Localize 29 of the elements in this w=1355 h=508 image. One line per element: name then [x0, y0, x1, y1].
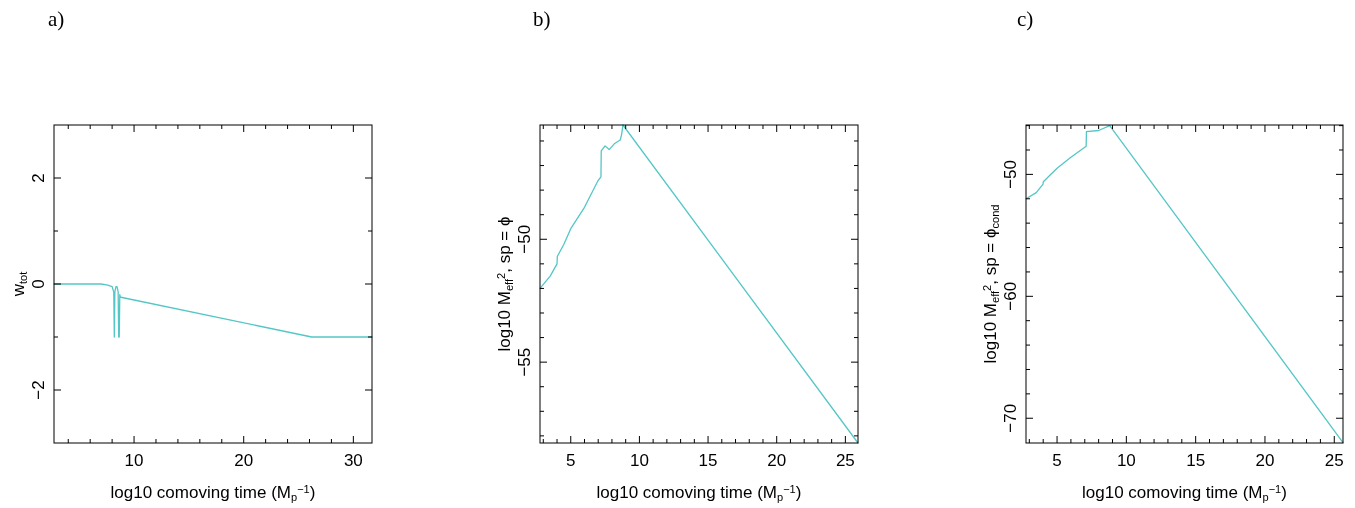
x-tick-label: 10: [629, 451, 649, 470]
x-axis-title: log10 comoving time (M$_{p}$$^{−1}$): [596, 483, 802, 504]
x-tick-label: 10: [1116, 451, 1136, 470]
chart-title: b): [533, 7, 551, 31]
x-tick-label: 5: [1052, 451, 1062, 470]
chart-title: a): [48, 7, 65, 31]
y-tick-label: −60: [1001, 281, 1020, 311]
line-series: [1025, 124, 1344, 444]
x-tick-label: 5: [566, 451, 576, 470]
chart-title: c): [1017, 7, 1034, 31]
x-tick-label: 15: [698, 451, 718, 470]
x-axis-title: log10 comoving time (M$_{p}$$^{−1}$): [110, 483, 316, 504]
y-tick-label: 0: [29, 279, 48, 289]
line-series: [539, 124, 859, 444]
x-tick-label: 15: [1186, 451, 1206, 470]
x-axis-title: log10 comoving time (M$_{p}$$^{−1}$): [1082, 483, 1287, 504]
x-tick-label: 25: [835, 451, 855, 470]
x-tick-label: 10: [124, 451, 144, 470]
y-tick-label: −2: [29, 380, 48, 400]
y-tick-label: −50: [515, 224, 534, 254]
x-tick-label: 20: [767, 451, 787, 470]
x-tick-label: 20: [1255, 451, 1275, 470]
y-tick-label: −50: [1001, 159, 1020, 189]
x-tick-label: 20: [234, 451, 254, 470]
x-tick-label: 30: [343, 451, 363, 470]
y-tick-label: −55: [515, 347, 534, 377]
x-tick-label: 25: [1324, 451, 1344, 470]
y-tick-label: 2: [29, 173, 48, 183]
y-tick-label: −70: [1001, 403, 1020, 433]
